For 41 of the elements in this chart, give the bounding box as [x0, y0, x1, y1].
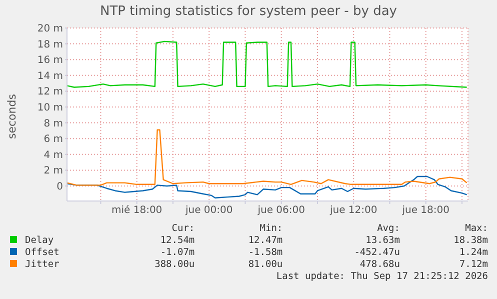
text: Min: [258, 223, 283, 235]
text: 478.68u [358, 259, 400, 271]
y-tick-label: 0 [56, 182, 63, 193]
text: 81.00u [247, 259, 283, 271]
text: Cur: [170, 223, 195, 235]
y-tick-label: 18 m [37, 39, 63, 50]
text: Max: [464, 223, 488, 235]
legend-label: Delay [24, 235, 55, 247]
y-tick-label: 8 m [44, 118, 63, 130]
line-series [67, 40, 468, 88]
y-tick-label: 16 m [37, 55, 63, 66]
x-tick-label: mié 18:00 [112, 205, 162, 216]
y-tick-label: 6 m [44, 134, 63, 146]
y-axis-title: seconds [6, 93, 18, 141]
y-tick-label: 10 m [37, 102, 63, 114]
x-tick-label: jue 06:00 [256, 205, 305, 216]
text: 18.38m [452, 235, 488, 247]
text: Avg: [376, 223, 400, 235]
y-tick-label: 4 m [44, 150, 63, 161]
x-tick-label: jue 00:00 [184, 205, 233, 216]
text: -452.47u [353, 247, 400, 259]
text: 388.00u [154, 259, 195, 271]
legend-label: Offset [24, 247, 60, 259]
line-series [67, 176, 468, 198]
x-tick-label: jue 18:00 [401, 205, 450, 216]
text: 12.47m [247, 235, 283, 247]
text: -1.58m [247, 247, 283, 259]
y-tick-label: 20 m [37, 24, 63, 35]
y-tick-label: 12 m [37, 86, 63, 98]
text: 7.12m [458, 259, 488, 271]
x-tick-label: jue 12:00 [328, 205, 378, 216]
chart-title: NTP timing statistics for system peer - by day [98, 4, 398, 19]
legend-label: Jitter [24, 259, 60, 271]
line-series [67, 129, 468, 186]
y-tick-label: 14 m [37, 70, 63, 82]
text: -1.07m [159, 247, 195, 259]
y-tick-label: 2 m [44, 166, 63, 177]
text: 1.24m [458, 247, 488, 259]
text: Last update: Thu Sep 17 21:25:12 2026 [275, 271, 488, 283]
text: 12.54m [159, 235, 195, 247]
text: 13.63m [364, 235, 400, 247]
